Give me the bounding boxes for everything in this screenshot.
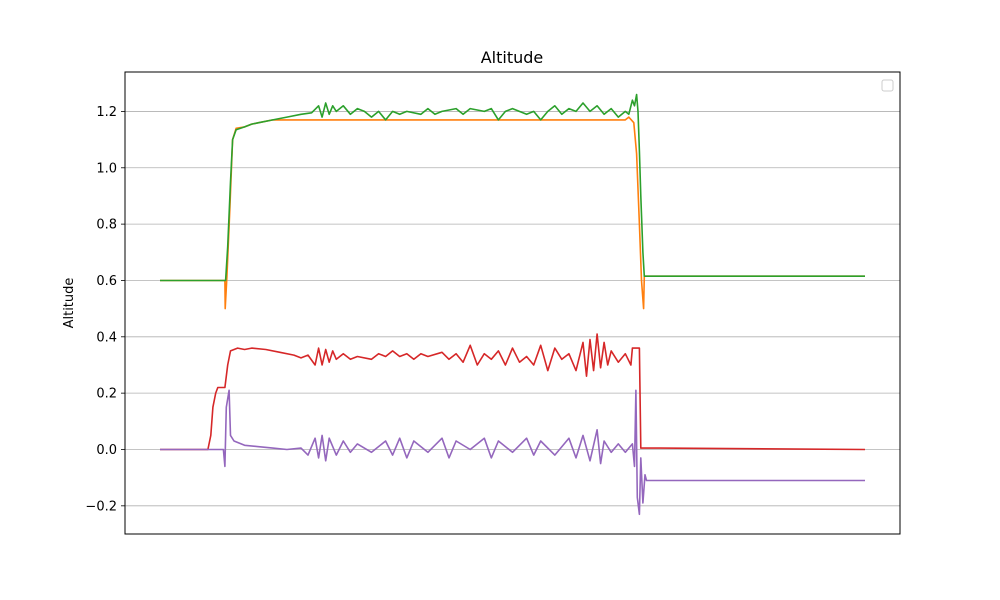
y-tick-label: 1.0 [96, 161, 117, 176]
legend-box [881, 79, 894, 92]
y-axis-ticks: −0.2 0.0 0.2 0.4 0.6 0.8 1.0 1.2 [85, 105, 125, 514]
y-tick-label: 0.6 [96, 274, 117, 289]
y-tick-label: 0.8 [96, 218, 117, 233]
series-line-2 [160, 93, 865, 282]
series-line-4 [160, 389, 865, 516]
y-tick-label: 0.4 [96, 330, 117, 345]
y-tick-label: 1.2 [96, 105, 117, 120]
plot-series [160, 93, 866, 516]
y-tick-label: 0.0 [96, 443, 117, 458]
grid-lines [125, 111, 900, 507]
plot-frame [124, 71, 901, 535]
series-line-1 [160, 116, 865, 310]
series-line-3 [160, 333, 866, 451]
y-tick-label: 0.2 [96, 387, 117, 402]
chart-title: Altitude [481, 48, 544, 67]
y-tick-label: −0.2 [85, 499, 117, 514]
y-axis-label: Altitude [62, 278, 77, 329]
